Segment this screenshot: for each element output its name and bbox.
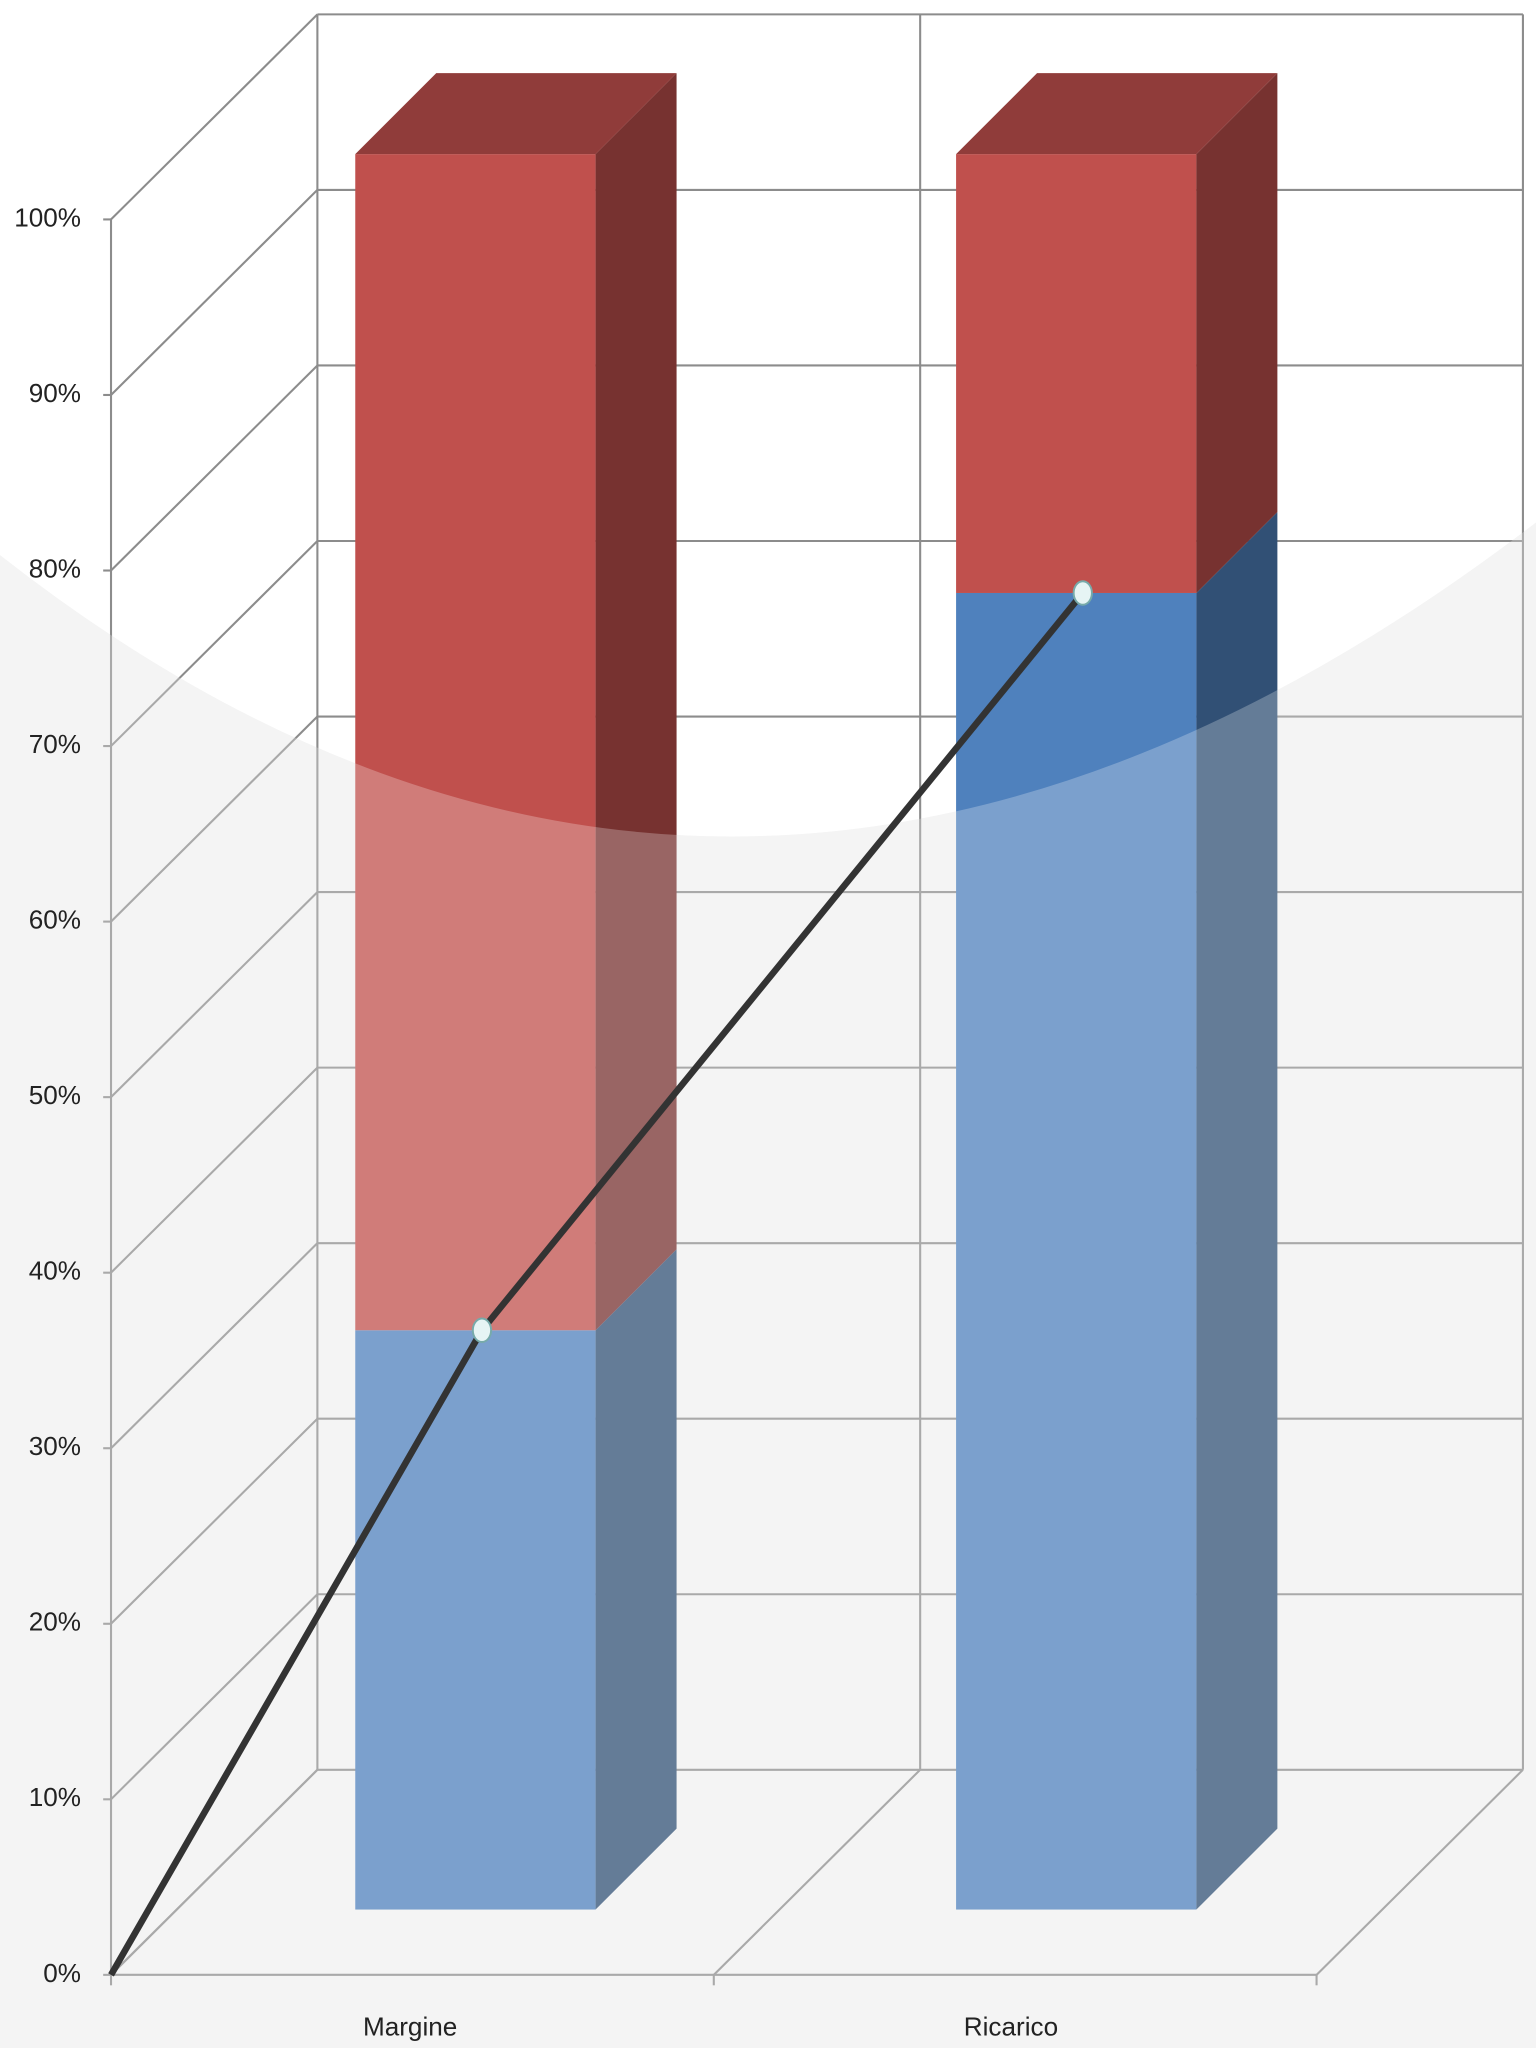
side-wall-line (110, 1769, 319, 1976)
side-wall-line (110, 1066, 319, 1274)
side-wall-line (110, 891, 319, 1098)
y-tick-label: 100% (14, 202, 81, 232)
line-marker (471, 1317, 493, 1343)
y-tick-label: 40% (29, 1256, 81, 1286)
y-tick-label: 0% (43, 1958, 81, 1988)
side-wall-line (110, 1242, 319, 1449)
line (479, 590, 1086, 1333)
y-tick-label: 70% (29, 729, 81, 759)
side-wall-line (110, 1417, 319, 1625)
line-marker (1072, 580, 1093, 606)
bar-side (1196, 73, 1278, 593)
y-tick-label: 80% (29, 553, 81, 583)
bars (355, 73, 1278, 1910)
x-tick-label: Margine (363, 2011, 457, 2041)
bar-segment (355, 154, 596, 1331)
bar-side (595, 73, 677, 1331)
side-wall-line (110, 715, 319, 923)
floor-divider (713, 1769, 921, 1976)
line-lead-in (108, 1328, 485, 1977)
side-wall-line (110, 364, 319, 572)
side-wall-line (110, 189, 319, 396)
bar-top (956, 73, 1278, 155)
x-tick-label: Ricarico (964, 2011, 1058, 2041)
side-wall-line (110, 540, 319, 747)
bar-segment (355, 1330, 596, 1910)
bar-side (1196, 512, 1278, 1910)
side-wall-line (110, 13, 319, 221)
side-wall-line (110, 1593, 319, 1801)
y-tick-label: 60% (29, 905, 81, 935)
y-tick-label: 90% (29, 378, 81, 408)
y-tick-label: 50% (29, 1080, 81, 1110)
bar-segment (956, 154, 1197, 593)
y-tick-label: 10% (29, 1782, 81, 1812)
foreground: Margine Ricarico 0% 10% 20% 30% 40% 50% 60% 70% 80… (14, 202, 1093, 2041)
bar-side (595, 1249, 677, 1910)
floor-divider (1315, 1769, 1524, 1976)
bar-top (355, 73, 677, 155)
y-tick-label: 20% (29, 1607, 81, 1637)
gloss-overlay (0, 522, 1536, 2048)
bar-segment (956, 592, 1197, 1910)
y-tick-label: 30% (29, 1431, 81, 1461)
